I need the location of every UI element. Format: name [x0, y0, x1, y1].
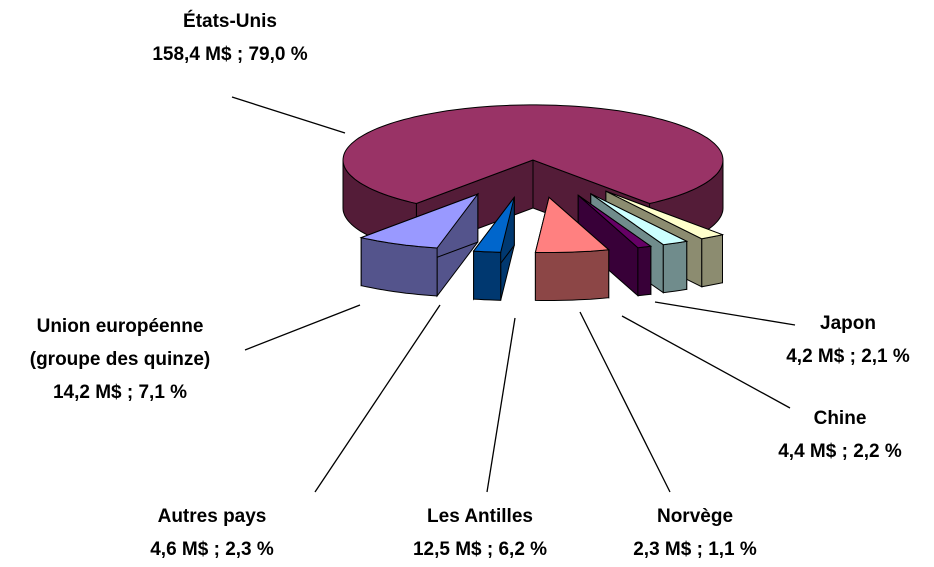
slice-top — [605, 190, 725, 240]
slice-label: Japon 4,2 M$ ; 2,1 % — [728, 307, 934, 373]
value-label: 4,6 M$ ; 2,3 % — [150, 539, 274, 560]
value-label: 2,3 M$ ; 1,1 % — [633, 539, 757, 560]
category-label: Chine — [813, 408, 867, 429]
slice-top — [534, 196, 610, 253]
slice-top — [577, 194, 653, 249]
category-label: États-Unis — [183, 11, 277, 32]
slice-top — [472, 196, 515, 253]
pie-slice — [577, 194, 653, 297]
category-label: Norvège — [656, 506, 734, 527]
category-label: Japon — [820, 313, 876, 334]
slice-wall — [662, 240, 688, 294]
leader-line — [579, 311, 671, 493]
leader-line — [231, 96, 346, 134]
leader-line — [244, 304, 361, 351]
category-label: Autres pays — [157, 506, 267, 527]
value-label: 4,4 M$ ; 2,2 % — [778, 441, 902, 462]
value-label: 4,2 M$ ; 2,1 % — [786, 346, 910, 367]
slice-label: Les Antilles 12,5 M$ ; 6,2 % — [360, 500, 600, 566]
slice-wall — [637, 245, 652, 297]
slice-label: Norvège 2,3 M$ ; 1,1 % — [575, 500, 815, 566]
slice-wall — [473, 250, 502, 301]
slice-label: Chine 4,4 M$ ; 2,2 % — [720, 402, 934, 468]
slice-wall — [534, 249, 610, 301]
leader-line — [621, 315, 791, 409]
category-label: Les Antilles — [427, 506, 533, 527]
value-label: 14,2 M$ ; 7,1 % — [52, 382, 188, 403]
pie-slice — [359, 192, 480, 298]
slice-top — [590, 193, 689, 246]
slice-label: Autres pays 4,6 M$ ; 2,3 % — [92, 500, 332, 566]
leader-line — [314, 304, 441, 493]
leader-line — [654, 301, 796, 326]
value-label: 158,4 M$ ; 79,0 % — [152, 44, 308, 65]
pie-slice — [472, 195, 515, 301]
value-label: 12,5 M$ ; 6,2 % — [412, 539, 548, 560]
slice-wall — [701, 234, 723, 288]
slice-label: Union européenne (groupe des quinze) 14,2… — [0, 310, 240, 409]
slice-top — [342, 104, 724, 205]
category-label: Union européenne (groupe des quinze) — [29, 316, 211, 370]
pie-slice — [534, 196, 610, 301]
slice-label: États-Unis 158,4 M$ ; 79,0 % — [110, 5, 350, 71]
slice-top — [359, 193, 480, 249]
leader-line — [486, 317, 516, 493]
